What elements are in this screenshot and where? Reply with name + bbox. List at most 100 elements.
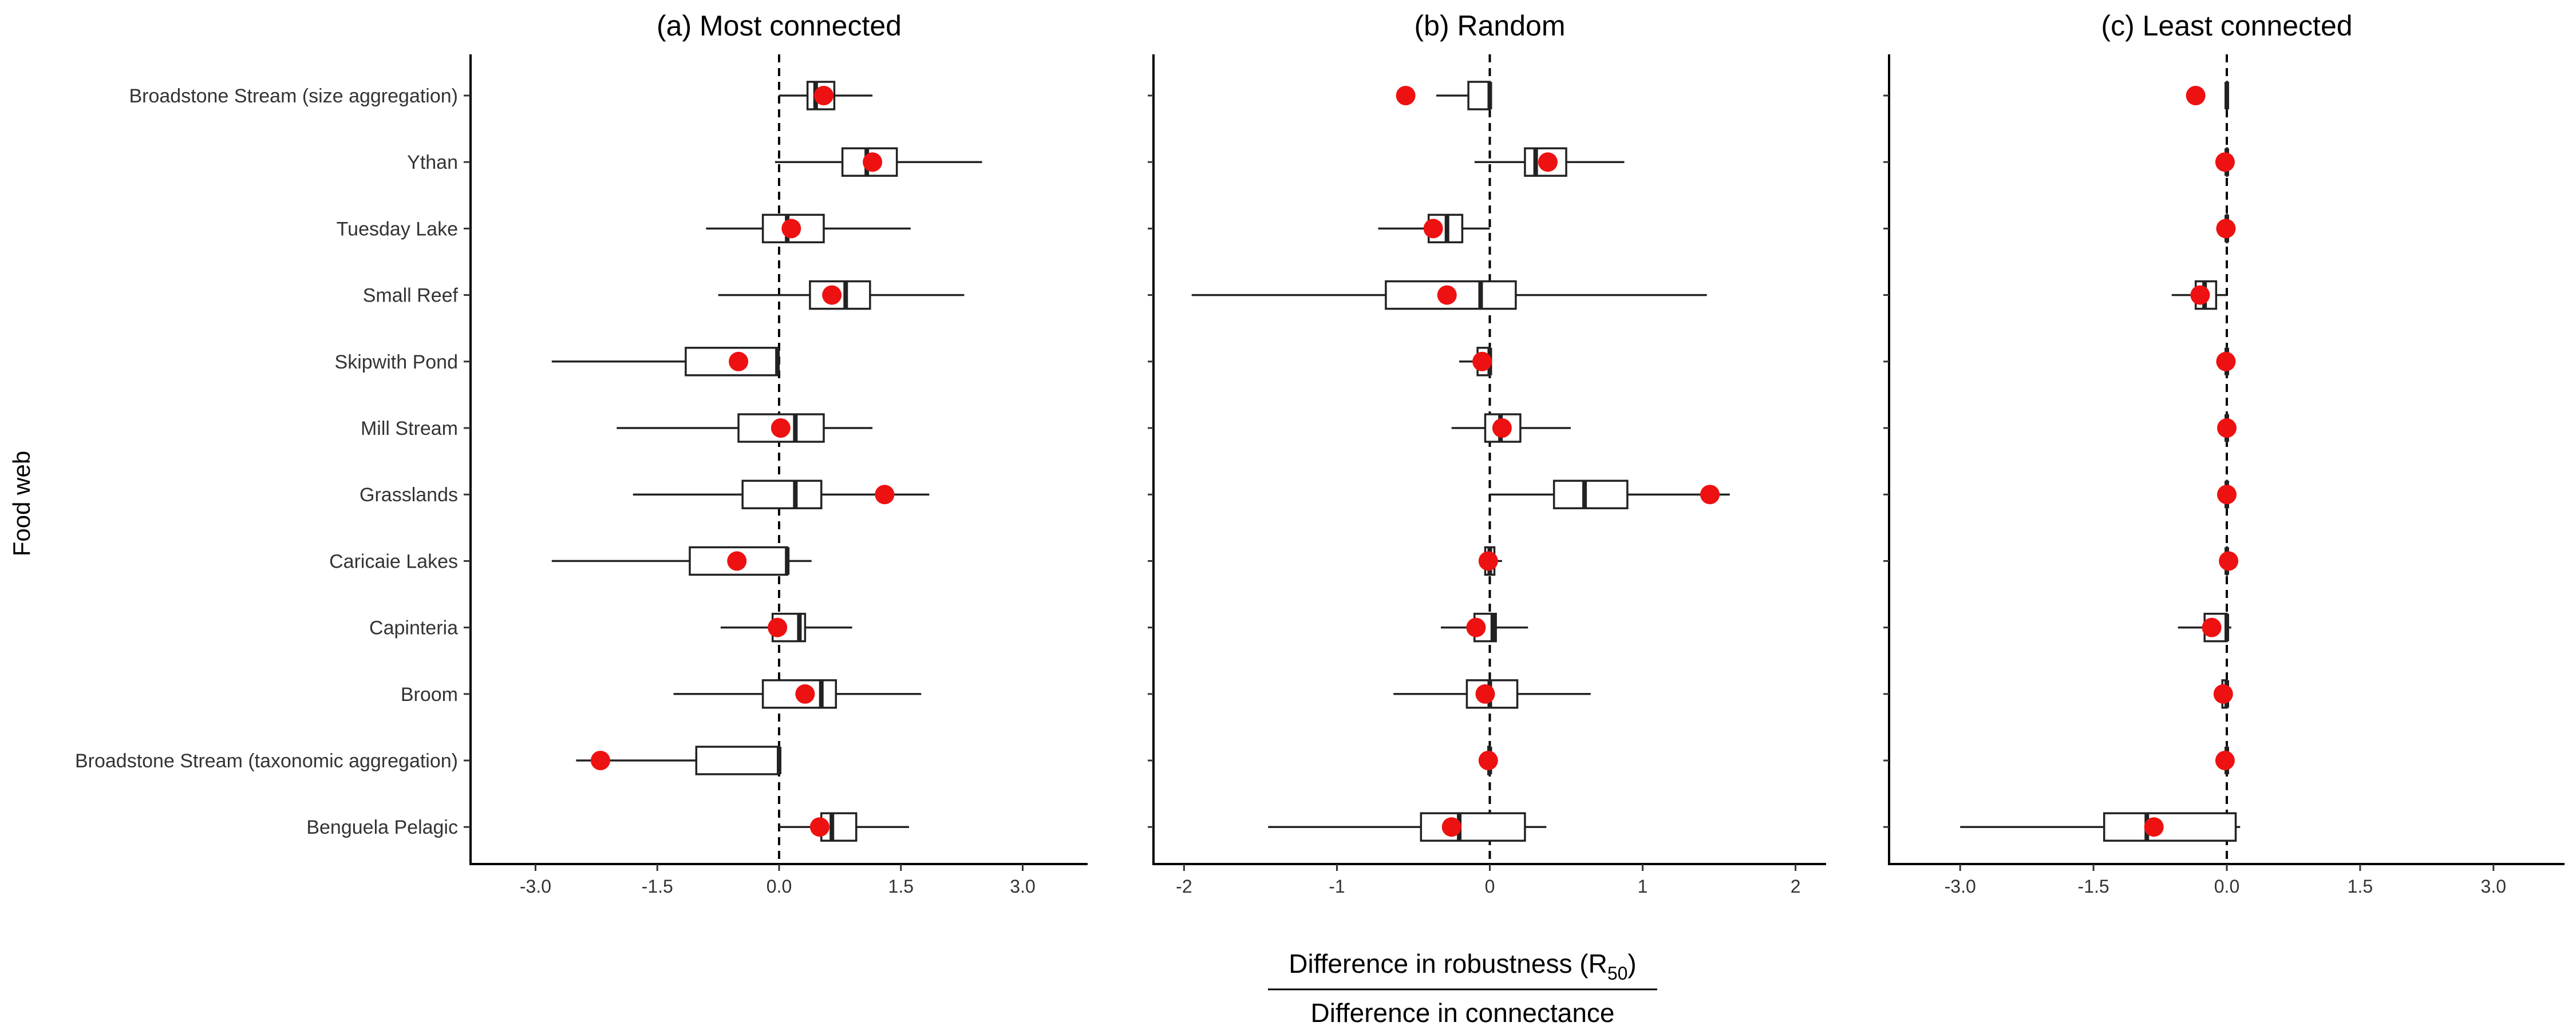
observed-point bbox=[2186, 86, 2206, 105]
observed-point bbox=[2219, 551, 2239, 571]
observed-point bbox=[768, 617, 788, 637]
observed-point bbox=[1466, 617, 1486, 637]
box-10 bbox=[673, 679, 922, 709]
x-axis-label-numerator: Difference in robustness (R50) bbox=[1289, 949, 1636, 984]
panel-title: (b) Random bbox=[1415, 10, 1566, 42]
observed-point bbox=[1538, 152, 1558, 172]
category-label: Broom bbox=[401, 684, 458, 706]
observed-point bbox=[1700, 485, 1720, 505]
box-iqr bbox=[1552, 480, 1629, 509]
box-2 bbox=[2215, 147, 2235, 177]
observed-point bbox=[1423, 219, 1443, 239]
box-11 bbox=[2215, 746, 2235, 775]
x-tick-label: -1.5 bbox=[642, 876, 673, 897]
box-3 bbox=[706, 213, 911, 244]
observed-point bbox=[809, 817, 829, 837]
box-11 bbox=[1478, 746, 1498, 775]
panel-3: (c) Least connected -3.0 -1.5 0.0 1.5 3.0 bbox=[1883, 10, 2565, 897]
box-4 bbox=[2171, 280, 2227, 310]
box-5 bbox=[2216, 347, 2236, 377]
observed-point bbox=[1475, 684, 1495, 704]
panel-title: (c) Least connected bbox=[2101, 10, 2352, 42]
x-axis-label: Difference in robustness (R50) Differenc… bbox=[1268, 949, 1657, 1028]
x-tick-label: 2 bbox=[1791, 876, 1801, 897]
box-9 bbox=[720, 612, 852, 643]
observed-point bbox=[2216, 219, 2236, 239]
observed-point bbox=[2215, 751, 2235, 770]
panel-1: (a) Most connected -3.0 -1.5 0.0 1.5 3.0 Broad… bbox=[75, 10, 1088, 897]
observed-point bbox=[1441, 817, 1461, 837]
observed-point bbox=[2216, 351, 2236, 371]
category-label: Grasslands bbox=[359, 484, 458, 506]
observed-point bbox=[781, 219, 801, 239]
y-axis-label: Food web bbox=[8, 451, 35, 556]
x-tick-label: 0 bbox=[1485, 876, 1495, 897]
box-1 bbox=[1396, 81, 1492, 110]
x-tick-label: 0.0 bbox=[767, 876, 792, 897]
box-2 bbox=[775, 147, 982, 177]
box-4 bbox=[1191, 280, 1707, 310]
category-label: Broadstone Stream (taxonomic aggregation… bbox=[75, 750, 458, 772]
x-tick-label: 1 bbox=[1638, 876, 1648, 897]
box-11 bbox=[576, 746, 781, 775]
x-tick-label: -3.0 bbox=[520, 876, 551, 897]
box-5 bbox=[551, 347, 780, 377]
box-iqr bbox=[1385, 280, 1517, 310]
x-axis-label-denominator: Difference in connectance bbox=[1310, 998, 1614, 1028]
observed-point bbox=[2190, 285, 2210, 305]
box-9 bbox=[1441, 612, 1528, 643]
x-tick-label: -1.5 bbox=[2078, 876, 2109, 897]
observed-point bbox=[1396, 86, 1416, 105]
observed-point bbox=[863, 152, 883, 172]
observed-point bbox=[1437, 285, 1457, 305]
observed-point bbox=[771, 418, 791, 438]
box-8 bbox=[551, 546, 812, 576]
category-label: Mill Stream bbox=[361, 418, 458, 439]
box-3 bbox=[2216, 213, 2236, 244]
observed-point bbox=[2213, 684, 2233, 704]
observed-point bbox=[822, 285, 842, 305]
box-3 bbox=[1378, 213, 1490, 244]
x-tick-label: 0.0 bbox=[2214, 876, 2239, 897]
category-label: Ythan bbox=[407, 152, 458, 173]
box-5 bbox=[1459, 347, 1492, 377]
category-label: Tuesday Lake bbox=[337, 218, 458, 240]
chart-panels: (a) Most connected -3.0 -1.5 0.0 1.5 3.0 Broad… bbox=[75, 10, 2565, 897]
x-tick-label: 1.5 bbox=[888, 876, 914, 897]
box-2 bbox=[1474, 147, 1625, 177]
box-4 bbox=[718, 280, 965, 310]
observed-point bbox=[1478, 751, 1498, 770]
observed-point bbox=[2144, 817, 2164, 837]
box-iqr bbox=[1420, 812, 1526, 842]
box-7 bbox=[633, 480, 930, 509]
panel-title: (a) Most connected bbox=[657, 10, 902, 42]
observed-point bbox=[2217, 485, 2237, 505]
observed-point bbox=[814, 86, 834, 105]
x-tick-label: 3.0 bbox=[2481, 876, 2506, 897]
observed-point bbox=[1478, 551, 1498, 571]
category-label: Skipwith Pond bbox=[335, 351, 458, 373]
observed-point bbox=[1492, 418, 1512, 438]
x-tick-label: 3.0 bbox=[1010, 876, 1035, 897]
x-tick-label: 1.5 bbox=[2348, 876, 2373, 897]
observed-point bbox=[1472, 351, 1492, 371]
box-7 bbox=[2217, 480, 2237, 509]
box-iqr bbox=[1467, 81, 1491, 110]
observed-point bbox=[875, 485, 895, 505]
category-label: Small Reef bbox=[363, 285, 459, 307]
observed-point bbox=[729, 351, 749, 371]
box-6 bbox=[617, 413, 873, 443]
box-8 bbox=[2219, 546, 2239, 576]
box-iqr bbox=[695, 746, 780, 775]
box-12 bbox=[1960, 812, 2241, 842]
category-label: Broadstone Stream (size aggregation) bbox=[129, 85, 458, 107]
category-label: Benguela Pelagic bbox=[306, 817, 458, 838]
observed-point bbox=[2215, 152, 2235, 172]
box-12 bbox=[1268, 812, 1547, 842]
panel-2: (b) Random -2 -1 0 1 2 bbox=[1148, 10, 1826, 897]
box-10 bbox=[1393, 679, 1591, 709]
box-7 bbox=[1490, 480, 1730, 509]
box-12 bbox=[779, 812, 909, 842]
observed-point bbox=[2202, 617, 2222, 637]
